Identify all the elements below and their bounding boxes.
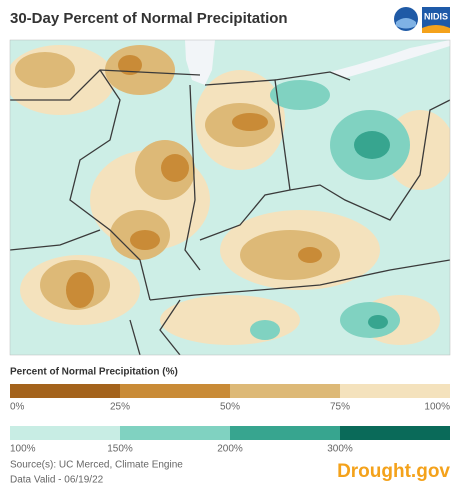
brand[interactable]: Drought.gov <box>337 461 450 482</box>
legend-title: Percent of Normal Precipitation (%) <box>10 367 178 378</box>
legend-swatch <box>120 384 230 398</box>
legend-swatch <box>230 384 340 398</box>
legend: 0% 25% 50% 75% 100% 100% 150% 200% 300% <box>10 384 450 455</box>
lake-erie <box>330 40 450 78</box>
legend-label: 25% <box>110 402 130 413</box>
data-valid: Data Valid - 06/19/22 <box>10 475 104 486</box>
state-borders <box>10 69 450 355</box>
legend-swatch <box>340 426 450 440</box>
nidis-logo-wave <box>422 25 450 33</box>
legend-label: 0% <box>10 402 25 413</box>
dry-areas <box>66 55 322 308</box>
legend-label: 75% <box>330 402 350 413</box>
legend-swatch <box>120 426 230 440</box>
nidis-logo-text: NIDIS <box>424 11 448 21</box>
legend-label: 150% <box>107 444 133 455</box>
very-wet-areas <box>354 131 390 329</box>
legend-label: 50% <box>220 402 240 413</box>
legend-swatch <box>230 426 340 440</box>
legend-label: 100% <box>10 444 36 455</box>
title: 30-Day Percent of Normal Precipitation <box>10 10 288 27</box>
noaa-logo-wave <box>396 18 416 29</box>
legend-label: 200% <box>217 444 243 455</box>
map <box>9 39 451 356</box>
legend-label: 100% <box>424 402 450 413</box>
map-frame <box>9 39 451 356</box>
legend-swatch <box>10 384 120 398</box>
source: Source(s): UC Merced, Climate Engine <box>10 460 183 471</box>
legend-swatch <box>340 384 450 398</box>
legend-label: 300% <box>327 444 353 455</box>
legend-swatch <box>10 426 120 440</box>
lake-michigan <box>185 40 215 85</box>
